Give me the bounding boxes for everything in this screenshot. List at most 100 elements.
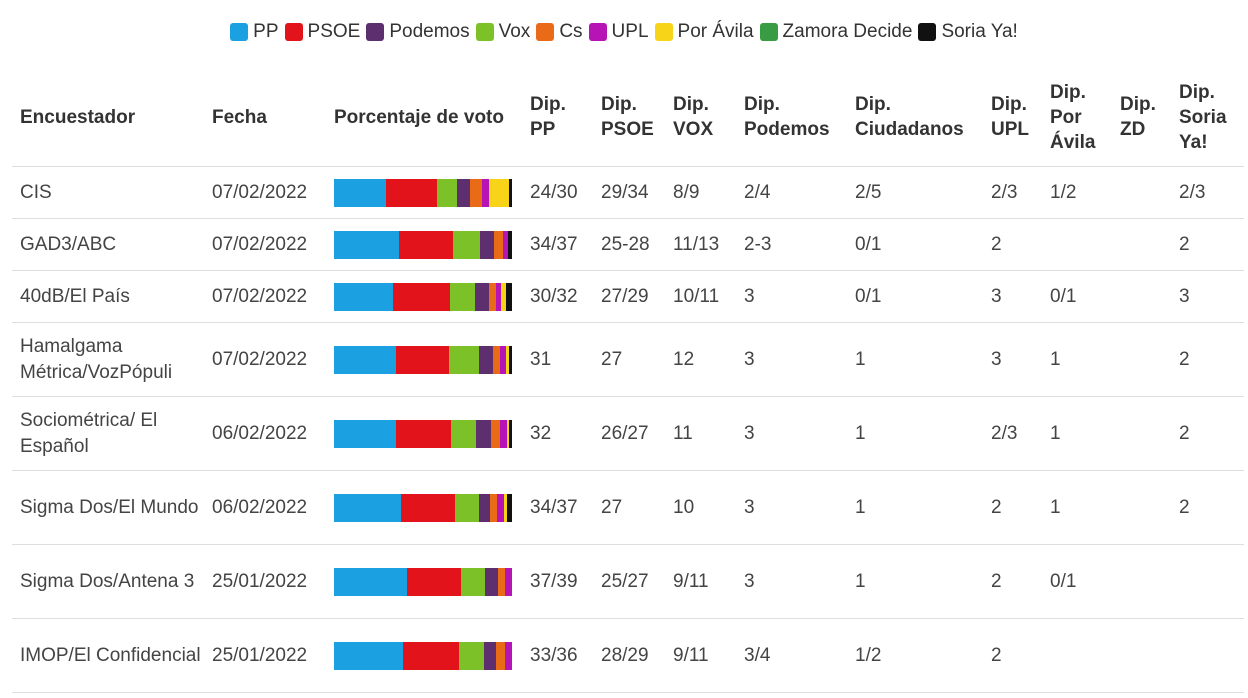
legend-label: PSOE (307, 21, 361, 42)
cell-cs: 1/2 (847, 618, 983, 693)
cell-soria (1171, 618, 1244, 693)
cell-pollster: IMOP/El Confidencial (12, 618, 204, 693)
bar-segment (450, 419, 477, 448)
cell-podemos: 2-3 (736, 218, 847, 271)
cell-vox: 12 (665, 322, 736, 397)
bar-segment (509, 419, 512, 448)
bar-segment (437, 178, 457, 207)
cell-date: 06/02/2022 (204, 470, 326, 545)
bar-segment (506, 493, 512, 522)
column-header-soria: Dip. Soria Ya! (1171, 68, 1244, 167)
legend-item: Cs (536, 21, 583, 43)
vote-bar-cell (326, 544, 522, 619)
legend-swatch (475, 23, 494, 41)
bar-segment (398, 230, 454, 259)
cell-zd (1112, 470, 1171, 545)
legend-swatch (588, 23, 607, 41)
column-header-psoe: Dip. PSOE (593, 68, 665, 167)
table-row: IMOP/El Confidencial 25/01/2022 33/36 28/29… (12, 618, 1244, 693)
table-row: GAD3/ABC 07/02/2022 34/37 25-28 11/13 2-3 0/1 2… (12, 218, 1244, 271)
cell-avila: 1/2 (1042, 166, 1112, 219)
bar-segment (403, 641, 459, 670)
cell-zd (1112, 544, 1171, 619)
cell-upl: 2 (983, 618, 1042, 693)
cell-zd (1112, 618, 1171, 693)
cell-cs: 1 (847, 544, 983, 619)
column-header-zd: Dip. ZD (1112, 68, 1171, 167)
cell-psoe: 28/29 (593, 618, 665, 693)
cell-pp: 33/36 (522, 618, 593, 693)
cell-date: 07/02/2022 (204, 270, 326, 323)
vote-share-bar (334, 345, 512, 374)
cell-soria: 2/3 (1171, 166, 1244, 219)
bar-segment (396, 419, 451, 448)
vote-share-bar (334, 419, 512, 448)
cell-soria: 2 (1171, 396, 1244, 471)
column-header-upl: Dip. UPL (983, 68, 1042, 167)
bar-segment (484, 641, 496, 670)
cell-podemos: 3 (736, 470, 847, 545)
bar-segment (490, 419, 500, 448)
legend-item: PSOE (284, 21, 361, 43)
legend-item: Zamora Decide (759, 21, 913, 43)
legend-label: Podemos (389, 21, 470, 42)
cell-cs: 0/1 (847, 218, 983, 271)
bar-segment (334, 230, 399, 259)
vote-share-bar (334, 493, 512, 522)
cell-avila: 1 (1042, 322, 1112, 397)
cell-zd (1112, 166, 1171, 219)
cell-psoe: 25/27 (593, 544, 665, 619)
bar-segment (469, 178, 483, 207)
vote-bar-cell (326, 322, 522, 397)
legend-label: Zamora Decide (782, 21, 913, 42)
column-header-date: Fecha (204, 68, 326, 167)
cell-soria (1171, 544, 1244, 619)
cell-date: 07/02/2022 (204, 322, 326, 397)
cell-vox: 10/11 (665, 270, 736, 323)
bar-segment (448, 345, 480, 374)
cell-upl: 2 (983, 218, 1042, 271)
bar-segment (479, 345, 494, 374)
vote-share-bar (334, 282, 512, 311)
cell-upl: 3 (983, 270, 1042, 323)
legend-item: Soria Ya! (918, 21, 1018, 43)
bar-segment (489, 178, 510, 207)
cell-avila (1042, 618, 1112, 693)
bar-segment (499, 419, 507, 448)
cell-podemos: 3 (736, 322, 847, 397)
cell-vox: 9/11 (665, 544, 736, 619)
legend-item: UPL (588, 21, 649, 43)
bar-segment (334, 345, 397, 374)
cell-psoe: 25-28 (593, 218, 665, 271)
legend-swatch (536, 23, 555, 41)
table-row: Sociométrica/ El Español 06/02/2022 32 26/2… (12, 396, 1244, 471)
cell-cs: 1 (847, 470, 983, 545)
cell-avila: 1 (1042, 470, 1112, 545)
cell-pollster: Sigma Dos/Antena 3 (12, 544, 204, 619)
vote-bar-cell (326, 396, 522, 471)
legend-label: UPL (611, 21, 649, 42)
cell-date: 06/02/2022 (204, 396, 326, 471)
cell-avila: 0/1 (1042, 544, 1112, 619)
cell-podemos: 3 (736, 544, 847, 619)
cell-upl: 2 (983, 544, 1042, 619)
column-header-vote: Porcentaje de voto (326, 68, 522, 167)
cell-podemos: 2/4 (736, 166, 847, 219)
vote-share-bar (334, 230, 512, 259)
cell-zd (1112, 218, 1171, 271)
cell-date: 25/01/2022 (204, 618, 326, 693)
bar-segment (495, 641, 505, 670)
legend-swatch (284, 23, 303, 41)
bar-segment (500, 345, 506, 374)
cell-cs: 1 (847, 322, 983, 397)
cell-psoe: 29/34 (593, 166, 665, 219)
cell-pp: 32 (522, 396, 593, 471)
table-row: 40dB/El País 07/02/2022 30/32 27/29 10/11 3 0/… (12, 270, 1244, 323)
cell-upl: 2 (983, 470, 1042, 545)
bar-segment (495, 282, 502, 311)
bar-segment (458, 641, 485, 670)
cell-pollster: Sigma Dos/El Mundo (12, 470, 204, 545)
cell-vox: 9/11 (665, 618, 736, 693)
table-row: Sigma Dos/El Mundo 06/02/2022 34/37 27 10 3 1 2… (12, 470, 1244, 545)
cell-psoe: 27/29 (593, 270, 665, 323)
